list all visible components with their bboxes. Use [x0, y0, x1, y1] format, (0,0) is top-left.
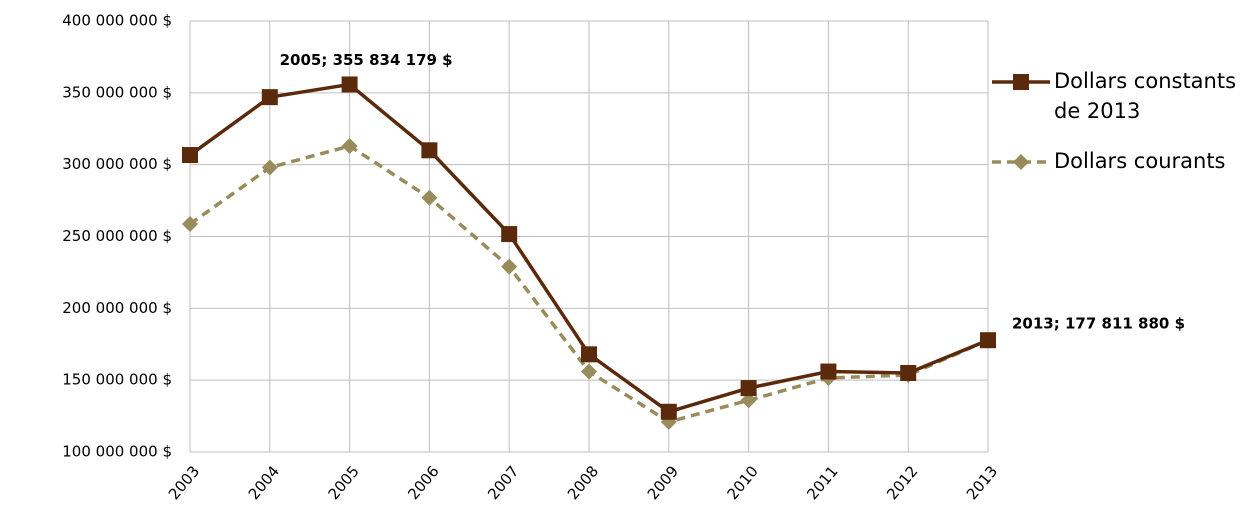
x-tick-label: 2003: [165, 462, 203, 503]
marker: [261, 89, 278, 106]
marker: [581, 346, 597, 363]
marker: [341, 137, 358, 154]
x-tick-label: 2007: [484, 462, 522, 503]
marker: [341, 76, 358, 93]
y-tick-label: 250 000 000 $: [62, 227, 172, 245]
legend-entry: Dollars constants de 2013: [1054, 69, 1237, 123]
legend-marker: [1013, 74, 1029, 90]
marker: [581, 363, 597, 380]
marker: [740, 392, 757, 409]
y-tick-label: 200 000 000 $: [62, 299, 172, 317]
marker: [182, 147, 198, 164]
y-tick-label: 400 000 000 $: [62, 12, 172, 30]
marker: [820, 363, 837, 380]
marker: [900, 364, 917, 381]
legend-marker: [1013, 154, 1029, 170]
legend-marker: [1013, 154, 1029, 170]
marker: [182, 216, 198, 233]
legend-marker: [1013, 74, 1029, 90]
legend-label: Dollars constants de 2013: [1054, 69, 1237, 123]
x-tick-label: 2008: [564, 462, 602, 503]
y-tick-label: 300 000 000 $: [62, 155, 172, 173]
marker: [261, 159, 278, 176]
x-tick-label: 2004: [245, 462, 283, 503]
marker: [501, 226, 518, 243]
marker: [660, 403, 677, 420]
x-tick-label: 2012: [883, 462, 921, 503]
x-tick-label: 2013: [963, 462, 1001, 503]
marker: [980, 332, 996, 349]
x-tick-label: 2010: [724, 462, 762, 503]
marker: [421, 142, 438, 159]
data-label: 2005; 355 834 179 $: [280, 51, 453, 69]
x-tick-label: 2009: [644, 462, 682, 503]
y-tick-label: 350 000 000 $: [62, 83, 172, 101]
legend-label: Dollars courants: [1054, 149, 1226, 173]
marker: [421, 189, 438, 206]
marker: [501, 258, 518, 275]
data-label: 2013; 177 811 880 $: [1012, 315, 1185, 333]
x-tick-label: 2006: [404, 462, 442, 503]
x-tick-label: 2005: [325, 462, 363, 503]
legend-entry: Dollars courants: [1054, 149, 1226, 173]
x-tick-label: 2011: [803, 462, 841, 503]
y-tick-label: 100 000 000 $: [62, 443, 172, 461]
y-tick-label: 150 000 000 $: [62, 371, 172, 389]
marker: [740, 380, 757, 397]
